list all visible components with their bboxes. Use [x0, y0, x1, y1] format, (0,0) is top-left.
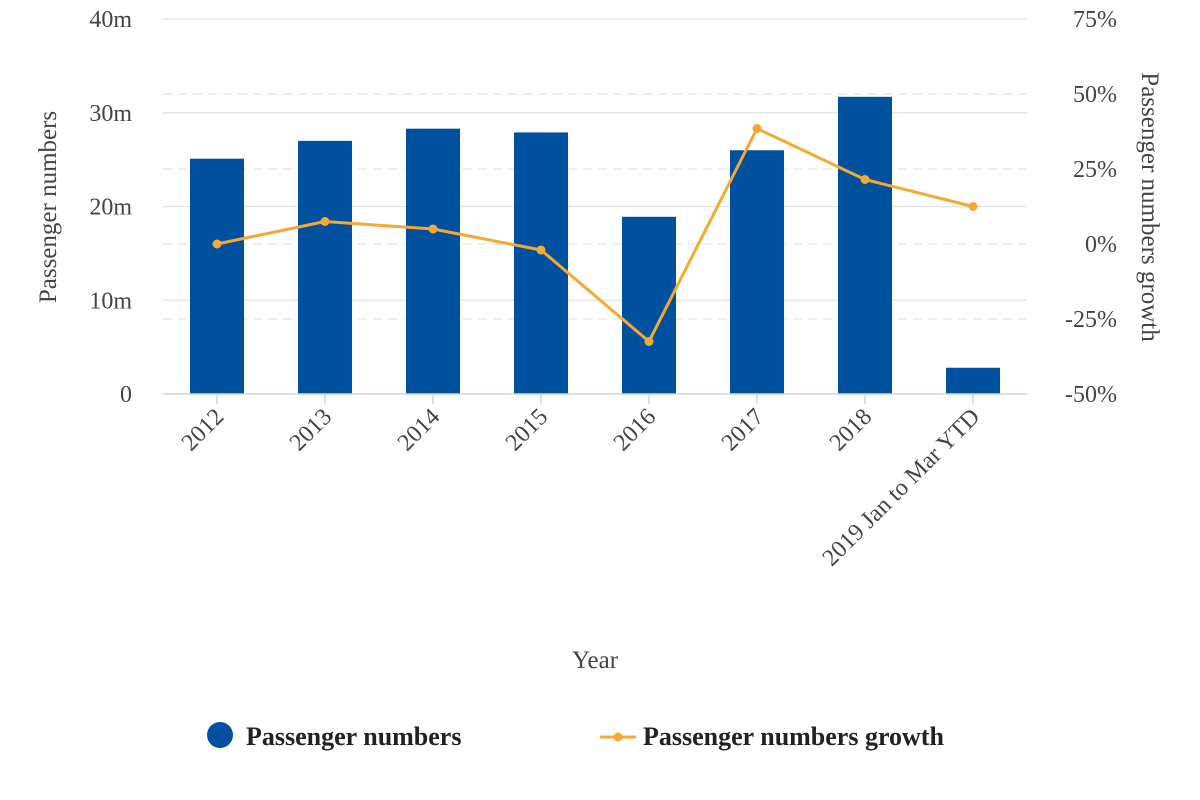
legend: Passenger numbers Passenger numbers grow… — [207, 722, 944, 751]
right-tick-label: -25% — [1065, 307, 1117, 333]
right-tick-label: 25% — [1073, 157, 1117, 183]
x-tick-label: 2012 — [177, 404, 229, 456]
gridlines — [163, 18, 1027, 320]
left-tick-label: 40m — [89, 7, 132, 33]
x-tick-label: 2016 — [609, 404, 661, 456]
bar[interactable] — [514, 132, 568, 394]
growth-point[interactable] — [212, 239, 222, 249]
growth-point[interactable] — [644, 337, 654, 346]
bar[interactable] — [946, 367, 1000, 394]
growth-point[interactable] — [752, 124, 762, 133]
bar[interactable] — [730, 150, 784, 394]
x-tick-label: 2015 — [501, 404, 553, 456]
right-axis-title: Passenger numbers growth — [1136, 72, 1163, 342]
left-axis-title: Passenger numbers — [35, 111, 62, 303]
bar-series — [190, 96, 1000, 394]
right-tick-label: 0% — [1085, 232, 1117, 258]
growth-point[interactable] — [428, 224, 438, 234]
x-tick-label: 2014 — [393, 404, 445, 456]
left-tick-label: 10m — [89, 288, 132, 314]
bar[interactable] — [190, 158, 244, 394]
x-axis-title: Year — [572, 647, 619, 674]
bar[interactable] — [298, 140, 352, 394]
bar[interactable] — [406, 128, 460, 394]
left-tick-label: 20m — [89, 195, 132, 221]
growth-point[interactable] — [536, 245, 546, 255]
legend-item-passenger-numbers[interactable]: Passenger numbers — [207, 722, 461, 751]
right-tick-label: -50% — [1065, 382, 1117, 408]
line-series — [212, 124, 978, 346]
bar[interactable] — [838, 96, 892, 394]
left-tick-label: 30m — [89, 101, 132, 127]
x-tick-label: 2017 — [717, 404, 769, 456]
legend-label-passenger-numbers: Passenger numbers — [246, 722, 461, 751]
legend-label-passenger-numbers-growth: Passenger numbers growth — [643, 722, 944, 751]
x-axis — [163, 393, 1027, 404]
legend-bar-swatch — [207, 722, 233, 748]
growth-point[interactable] — [968, 202, 978, 211]
left-axis-ticks: 0 10m 20m 30m 40m — [89, 7, 132, 408]
right-tick-label: 50% — [1073, 82, 1117, 108]
growth-point[interactable] — [860, 175, 870, 184]
growth-line — [216, 127, 974, 343]
left-tick-label: 0 — [120, 382, 132, 408]
growth-point[interactable] — [320, 217, 330, 226]
right-tick-label: 75% — [1073, 7, 1117, 33]
legend-item-passenger-numbers-growth[interactable]: Passenger numbers growth — [600, 722, 944, 751]
legend-line-marker — [613, 732, 623, 742]
x-tick-label: 2018 — [825, 404, 877, 456]
right-axis-ticks: -50% -25% 0% 25% 50% 75% — [1065, 7, 1117, 408]
x-tick-label: 2013 — [285, 404, 337, 456]
